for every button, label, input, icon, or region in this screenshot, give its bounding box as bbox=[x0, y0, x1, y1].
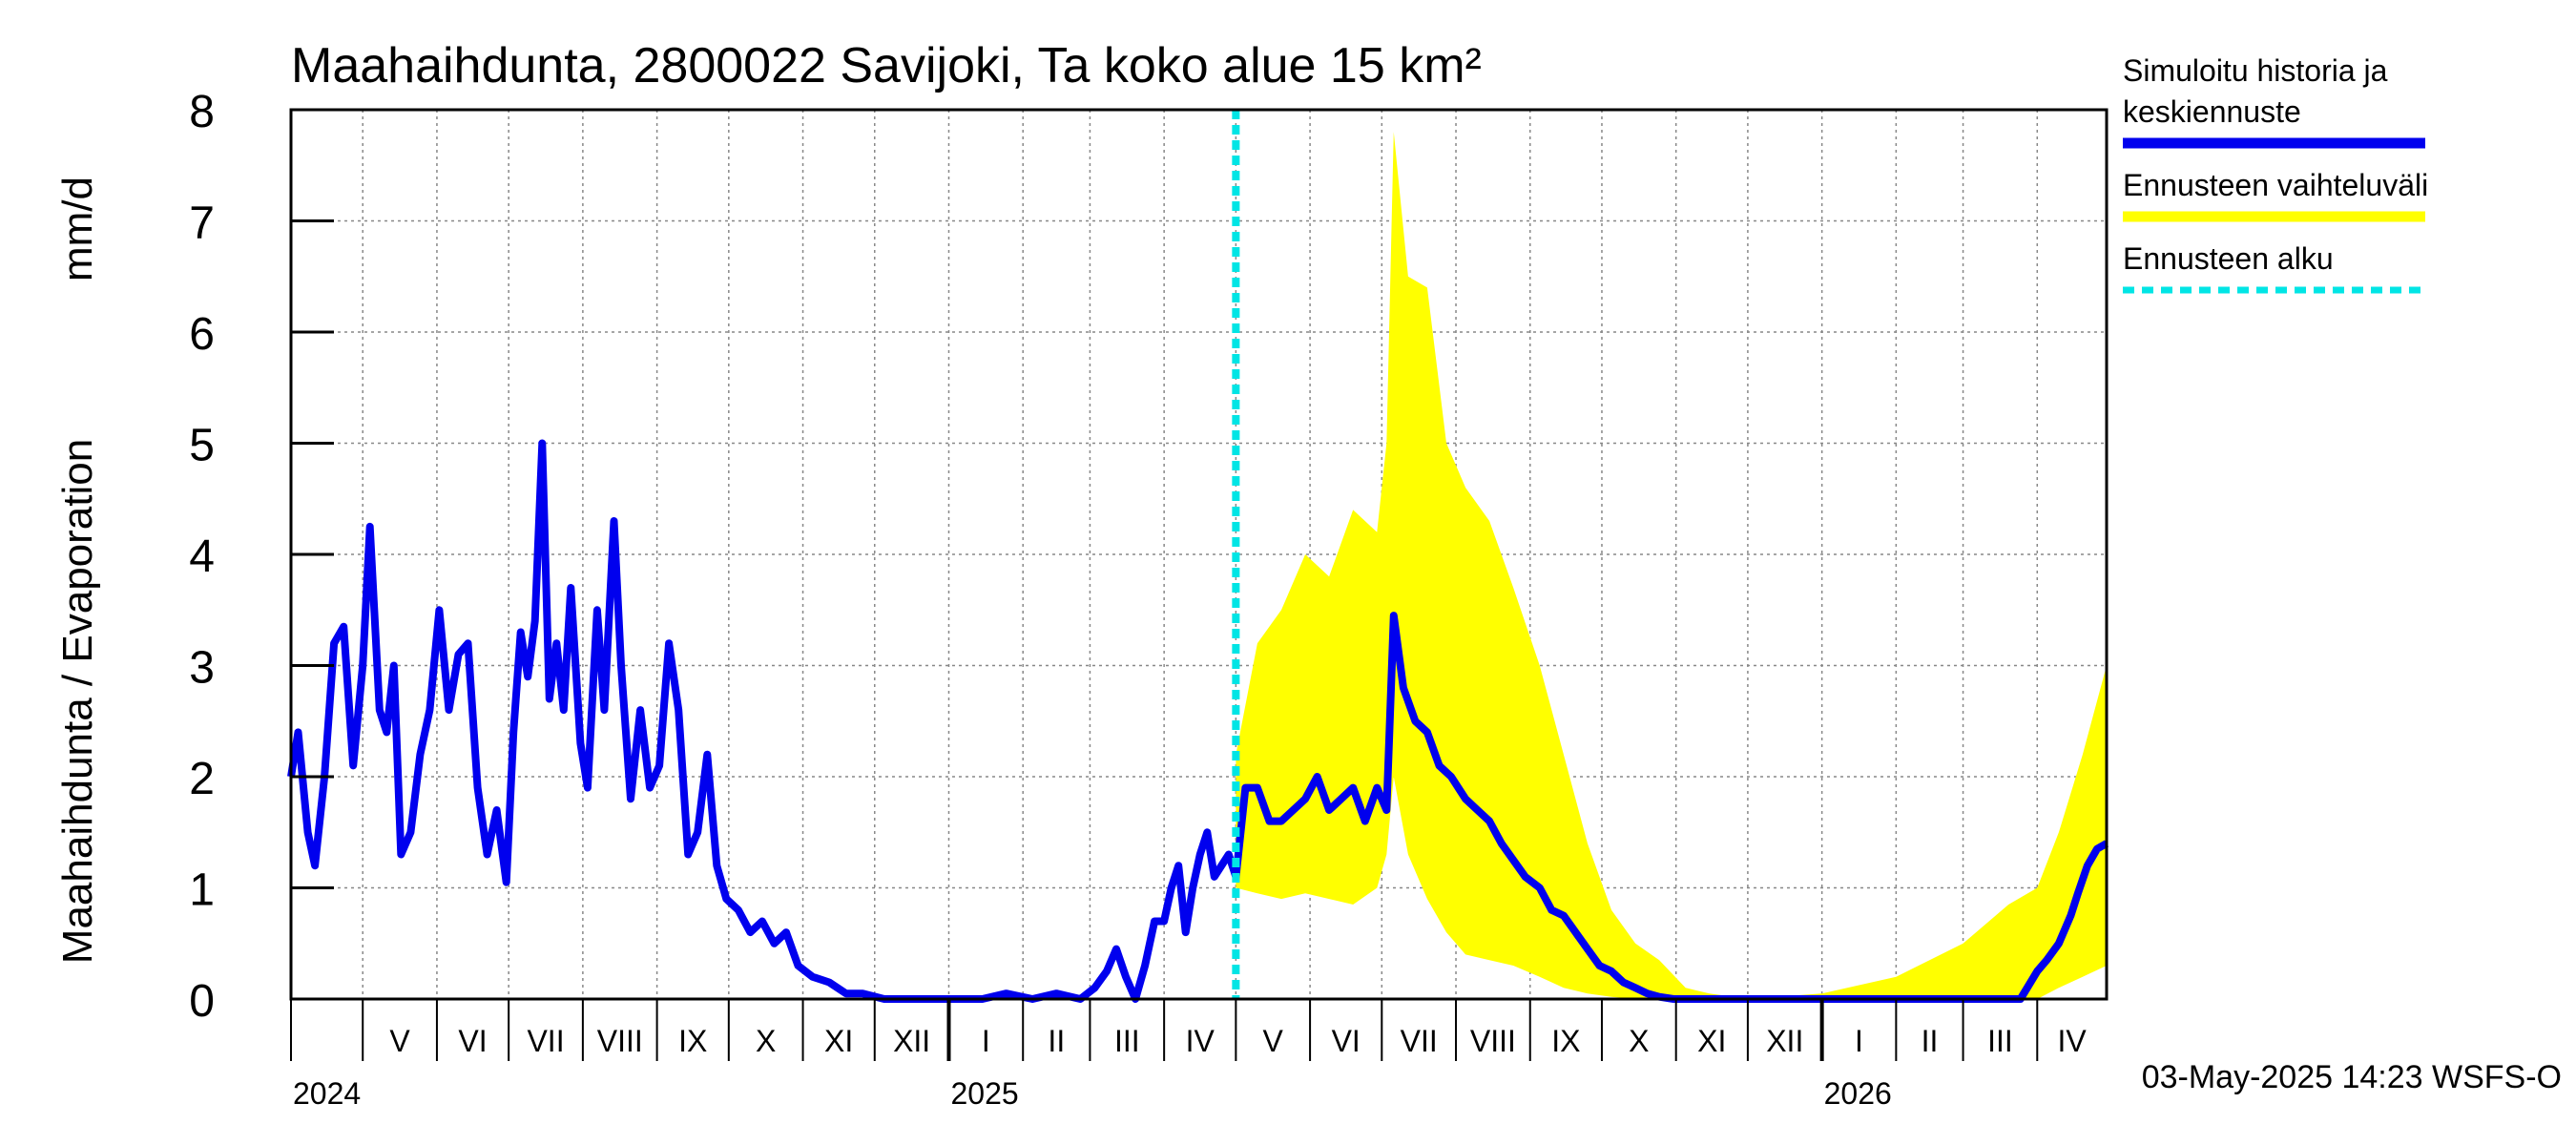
month-label: XI bbox=[1697, 1024, 1726, 1058]
y-tick-label: 3 bbox=[189, 643, 215, 694]
y-tick-label: 5 bbox=[189, 421, 215, 471]
y-axis-unit: mm/d bbox=[54, 177, 101, 281]
month-label: XII bbox=[1766, 1024, 1803, 1058]
series-line-layer bbox=[287, 439, 2109, 1003]
month-label: IV bbox=[1186, 1024, 1215, 1058]
y-tick-label: 1 bbox=[189, 865, 215, 916]
y-axis: 0 1 2 3 4 5 6 7 8 bbox=[189, 87, 334, 1027]
y-tick-label: 4 bbox=[189, 531, 215, 582]
month-label: VIII bbox=[1470, 1024, 1516, 1058]
month-label: VI bbox=[1332, 1024, 1361, 1058]
y-tick-label: 0 bbox=[189, 976, 215, 1027]
y-tick-label: 6 bbox=[189, 309, 215, 360]
month-label: IX bbox=[678, 1024, 707, 1058]
legend-label: keskiennuste bbox=[2123, 94, 2301, 129]
month-label: X bbox=[756, 1024, 776, 1058]
month-label: VI bbox=[458, 1024, 487, 1058]
y-tick-label: 8 bbox=[189, 87, 215, 137]
chart-title: Maahaihdunta, 2800022 Savijoki, Ta koko … bbox=[291, 38, 1482, 94]
month-label: VIII bbox=[597, 1024, 643, 1058]
month-label: VII bbox=[1401, 1024, 1438, 1058]
month-label: II bbox=[1922, 1024, 1939, 1058]
legend-label: Simuloitu historia ja bbox=[2123, 53, 2388, 88]
month-label: II bbox=[1048, 1024, 1065, 1058]
legend-label: Ennusteen vaihteluväli bbox=[2123, 168, 2428, 202]
month-label: I bbox=[982, 1024, 990, 1058]
forecast-band bbox=[1236, 132, 2107, 1000]
x-axis: V VI VII VIII IX X XI XII I II III IV V VI VII VIII IX X X… bbox=[290, 999, 2088, 1111]
year-label: 2024 bbox=[293, 1076, 361, 1111]
month-label: VII bbox=[527, 1024, 564, 1058]
y-axis-label: Maahaihdunta / Evaporation bbox=[54, 439, 101, 964]
year-label: 2025 bbox=[950, 1076, 1018, 1111]
y-tick-label: 7 bbox=[189, 198, 215, 249]
month-label: V bbox=[1263, 1024, 1284, 1058]
month-label: XII bbox=[893, 1024, 930, 1058]
legend-label: Ennusteen alku bbox=[2123, 241, 2334, 276]
y-tick-label: 2 bbox=[189, 754, 215, 804]
month-label: III bbox=[1114, 1024, 1140, 1058]
month-label: IV bbox=[2058, 1024, 2088, 1058]
footer-timestamp: 03-May-2025 14:23 WSFS-O bbox=[2142, 1059, 2562, 1095]
month-label: I bbox=[1855, 1024, 1863, 1058]
year-label: 2026 bbox=[1824, 1076, 1892, 1111]
month-label: V bbox=[389, 1024, 410, 1058]
forecast-range-area bbox=[1236, 132, 2107, 1000]
month-label: XI bbox=[824, 1024, 853, 1058]
legend: Simuloitu historia ja keskiennuste Ennuste… bbox=[2123, 53, 2428, 294]
simulated-line bbox=[287, 439, 2109, 1003]
month-label: IX bbox=[1551, 1024, 1580, 1058]
month-label: III bbox=[1987, 1024, 2013, 1058]
month-label: X bbox=[1629, 1024, 1649, 1058]
